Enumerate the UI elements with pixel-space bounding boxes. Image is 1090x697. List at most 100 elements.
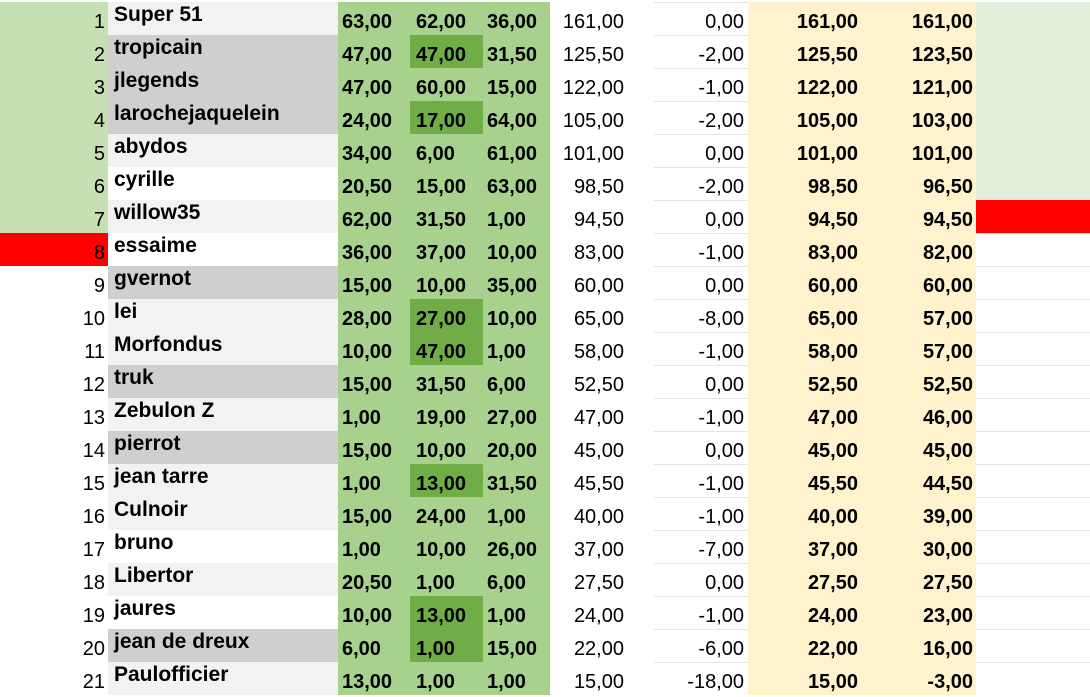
- rank-cell[interactable]: 9: [0, 266, 108, 299]
- net-total-cell[interactable]: 44,50: [863, 464, 976, 497]
- score-2-cell[interactable]: 15,00: [410, 167, 483, 200]
- player-name-cell[interactable]: truk: [108, 365, 338, 398]
- status-flag-cell[interactable]: [976, 134, 1090, 167]
- penalty-cell[interactable]: -18,00: [654, 662, 748, 695]
- score-1-cell[interactable]: 36,00: [338, 233, 410, 266]
- score-1-cell[interactable]: 15,00: [338, 266, 410, 299]
- penalty-cell[interactable]: -7,00: [654, 530, 748, 563]
- total-cell[interactable]: 45,50: [550, 464, 654, 497]
- final-total-cell[interactable]: 122,00: [748, 68, 863, 101]
- total-cell[interactable]: 60,00: [550, 266, 654, 299]
- score-1-cell[interactable]: 6,00: [338, 629, 410, 662]
- score-2-cell[interactable]: 10,00: [410, 431, 483, 464]
- score-2-cell[interactable]: 10,00: [410, 530, 483, 563]
- score-3-cell[interactable]: 1,00: [483, 596, 550, 629]
- score-1-cell[interactable]: 20,50: [338, 563, 410, 596]
- score-3-cell[interactable]: 64,00: [483, 101, 550, 134]
- player-name-cell[interactable]: gvernot: [108, 266, 338, 299]
- net-total-cell[interactable]: 123,50: [863, 35, 976, 68]
- final-total-cell[interactable]: 52,50: [748, 365, 863, 398]
- penalty-cell[interactable]: -1,00: [654, 233, 748, 266]
- score-3-cell[interactable]: 31,50: [483, 35, 550, 68]
- score-3-cell[interactable]: 6,00: [483, 563, 550, 596]
- score-1-cell[interactable]: 15,00: [338, 431, 410, 464]
- penalty-cell[interactable]: -1,00: [654, 68, 748, 101]
- penalty-cell[interactable]: 0,00: [654, 200, 748, 233]
- net-total-cell[interactable]: 23,00: [863, 596, 976, 629]
- player-name-cell[interactable]: Super 51: [108, 2, 338, 35]
- rank-cell[interactable]: 6: [0, 167, 108, 200]
- rank-cell[interactable]: 15: [0, 464, 108, 497]
- total-cell[interactable]: 125,50: [550, 35, 654, 68]
- score-2-cell[interactable]: 62,00: [410, 2, 483, 35]
- total-cell[interactable]: 27,50: [550, 563, 654, 596]
- net-total-cell[interactable]: -3,00: [863, 662, 976, 695]
- final-total-cell[interactable]: 98,50: [748, 167, 863, 200]
- total-cell[interactable]: 94,50: [550, 200, 654, 233]
- player-name-cell[interactable]: larochejaquelein: [108, 101, 338, 134]
- score-1-cell[interactable]: 1,00: [338, 398, 410, 431]
- score-1-cell[interactable]: 47,00: [338, 68, 410, 101]
- rank-cell[interactable]: 18: [0, 563, 108, 596]
- rank-cell[interactable]: 19: [0, 596, 108, 629]
- status-flag-cell[interactable]: [976, 167, 1090, 200]
- final-total-cell[interactable]: 27,50: [748, 563, 863, 596]
- net-total-cell[interactable]: 16,00: [863, 629, 976, 662]
- final-total-cell[interactable]: 24,00: [748, 596, 863, 629]
- rank-cell[interactable]: 1: [0, 2, 108, 35]
- final-total-cell[interactable]: 47,00: [748, 398, 863, 431]
- penalty-cell[interactable]: -2,00: [654, 35, 748, 68]
- rank-cell[interactable]: 13: [0, 398, 108, 431]
- rank-cell[interactable]: 8: [0, 233, 108, 266]
- final-total-cell[interactable]: 37,00: [748, 530, 863, 563]
- net-total-cell[interactable]: 45,00: [863, 431, 976, 464]
- status-flag-cell[interactable]: [976, 431, 1090, 464]
- net-total-cell[interactable]: 60,00: [863, 266, 976, 299]
- player-name-cell[interactable]: jean tarre: [108, 464, 338, 497]
- player-name-cell[interactable]: cyrille: [108, 167, 338, 200]
- rank-cell[interactable]: 4: [0, 101, 108, 134]
- score-2-cell[interactable]: 10,00: [410, 266, 483, 299]
- rank-cell[interactable]: 7: [0, 200, 108, 233]
- total-cell[interactable]: 98,50: [550, 167, 654, 200]
- score-3-cell[interactable]: 61,00: [483, 134, 550, 167]
- score-2-cell[interactable]: 13,00: [410, 464, 483, 497]
- rank-cell[interactable]: 3: [0, 68, 108, 101]
- score-2-cell[interactable]: 1,00: [410, 629, 483, 662]
- score-3-cell[interactable]: 1,00: [483, 200, 550, 233]
- rank-cell[interactable]: 21: [0, 662, 108, 695]
- status-flag-cell[interactable]: [976, 464, 1090, 497]
- status-flag-cell[interactable]: [976, 662, 1090, 695]
- total-cell[interactable]: 15,00: [550, 662, 654, 695]
- score-1-cell[interactable]: 62,00: [338, 200, 410, 233]
- score-1-cell[interactable]: 10,00: [338, 332, 410, 365]
- total-cell[interactable]: 83,00: [550, 233, 654, 266]
- player-name-cell[interactable]: Zebulon Z: [108, 398, 338, 431]
- total-cell[interactable]: 65,00: [550, 299, 654, 332]
- total-cell[interactable]: 40,00: [550, 497, 654, 530]
- score-3-cell[interactable]: 10,00: [483, 233, 550, 266]
- rank-cell[interactable]: 12: [0, 365, 108, 398]
- player-name-cell[interactable]: Libertor: [108, 563, 338, 596]
- penalty-cell[interactable]: -1,00: [654, 332, 748, 365]
- penalty-cell[interactable]: -2,00: [654, 101, 748, 134]
- status-flag-cell[interactable]: [976, 266, 1090, 299]
- penalty-cell[interactable]: 0,00: [654, 2, 748, 35]
- player-name-cell[interactable]: essaime: [108, 233, 338, 266]
- score-3-cell[interactable]: 1,00: [483, 332, 550, 365]
- score-2-cell[interactable]: 1,00: [410, 563, 483, 596]
- score-2-cell[interactable]: 1,00: [410, 662, 483, 695]
- final-total-cell[interactable]: 125,50: [748, 35, 863, 68]
- score-3-cell[interactable]: 35,00: [483, 266, 550, 299]
- penalty-cell[interactable]: 0,00: [654, 431, 748, 464]
- score-1-cell[interactable]: 28,00: [338, 299, 410, 332]
- player-name-cell[interactable]: Morfondus: [108, 332, 338, 365]
- rank-cell[interactable]: 17: [0, 530, 108, 563]
- net-total-cell[interactable]: 57,00: [863, 332, 976, 365]
- status-flag-cell[interactable]: [976, 200, 1090, 233]
- player-name-cell[interactable]: abydos: [108, 134, 338, 167]
- penalty-cell[interactable]: -1,00: [654, 596, 748, 629]
- score-1-cell[interactable]: 24,00: [338, 101, 410, 134]
- final-total-cell[interactable]: 83,00: [748, 233, 863, 266]
- total-cell[interactable]: 122,00: [550, 68, 654, 101]
